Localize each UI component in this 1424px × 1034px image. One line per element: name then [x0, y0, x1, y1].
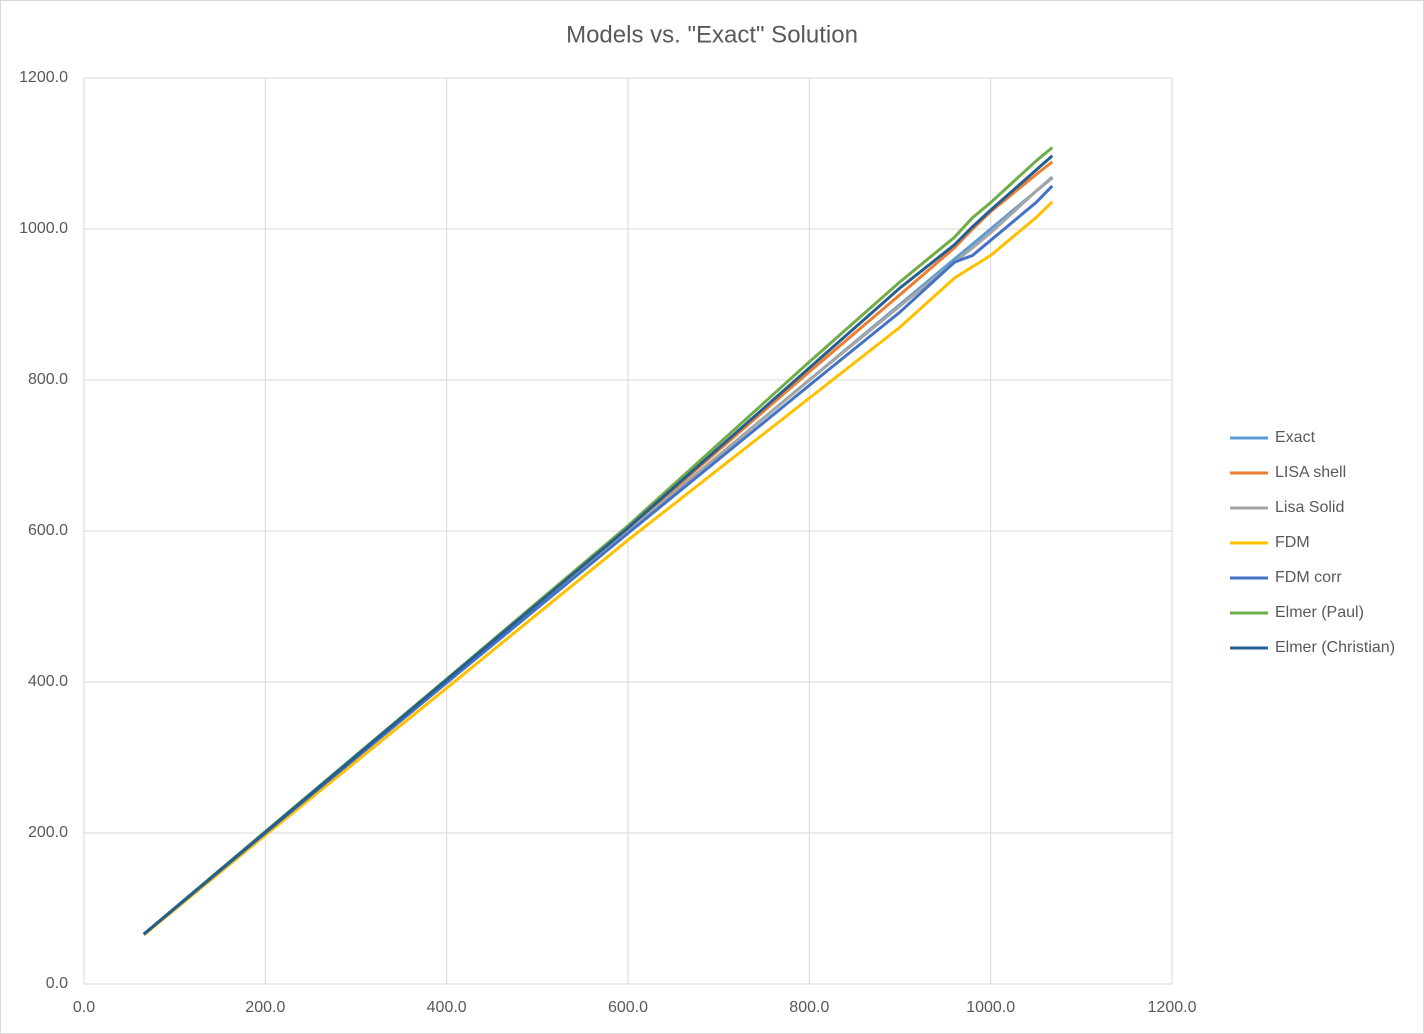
- series-line: [142, 184, 1054, 936]
- y-tick-label: 200.0: [28, 824, 68, 841]
- series-line: [142, 154, 1054, 936]
- y-tick-label: 1200.0: [19, 69, 68, 86]
- x-tick-label: 1000.0: [966, 999, 1015, 1016]
- legend-label: Elmer (Paul): [1275, 604, 1364, 621]
- y-tick-label: 1000.0: [19, 220, 68, 237]
- x-tick-label: 400.0: [427, 999, 467, 1016]
- x-tick-label: 0.0: [73, 999, 95, 1016]
- legend-label: Exact: [1275, 429, 1316, 446]
- x-tick-label: 200.0: [245, 999, 285, 1016]
- legend-label: LISA shell: [1275, 464, 1346, 481]
- chart-title: Models vs. "Exact" Solution: [566, 21, 858, 48]
- legend-label: FDM: [1275, 534, 1310, 551]
- legend-label: Elmer (Christian): [1275, 639, 1395, 656]
- series-line: [142, 200, 1054, 937]
- y-tick-label: 0.0: [46, 975, 68, 992]
- y-tick-label: 400.0: [28, 673, 68, 690]
- x-tick-label: 800.0: [789, 999, 829, 1016]
- x-tick-label: 600.0: [608, 999, 648, 1016]
- y-tick-label: 600.0: [28, 522, 68, 539]
- legend-label: FDM corr: [1275, 569, 1342, 586]
- y-tick-label: 800.0: [28, 371, 68, 388]
- legend-label: Lisa Solid: [1275, 499, 1344, 516]
- x-tick-label: 1200.0: [1148, 999, 1197, 1016]
